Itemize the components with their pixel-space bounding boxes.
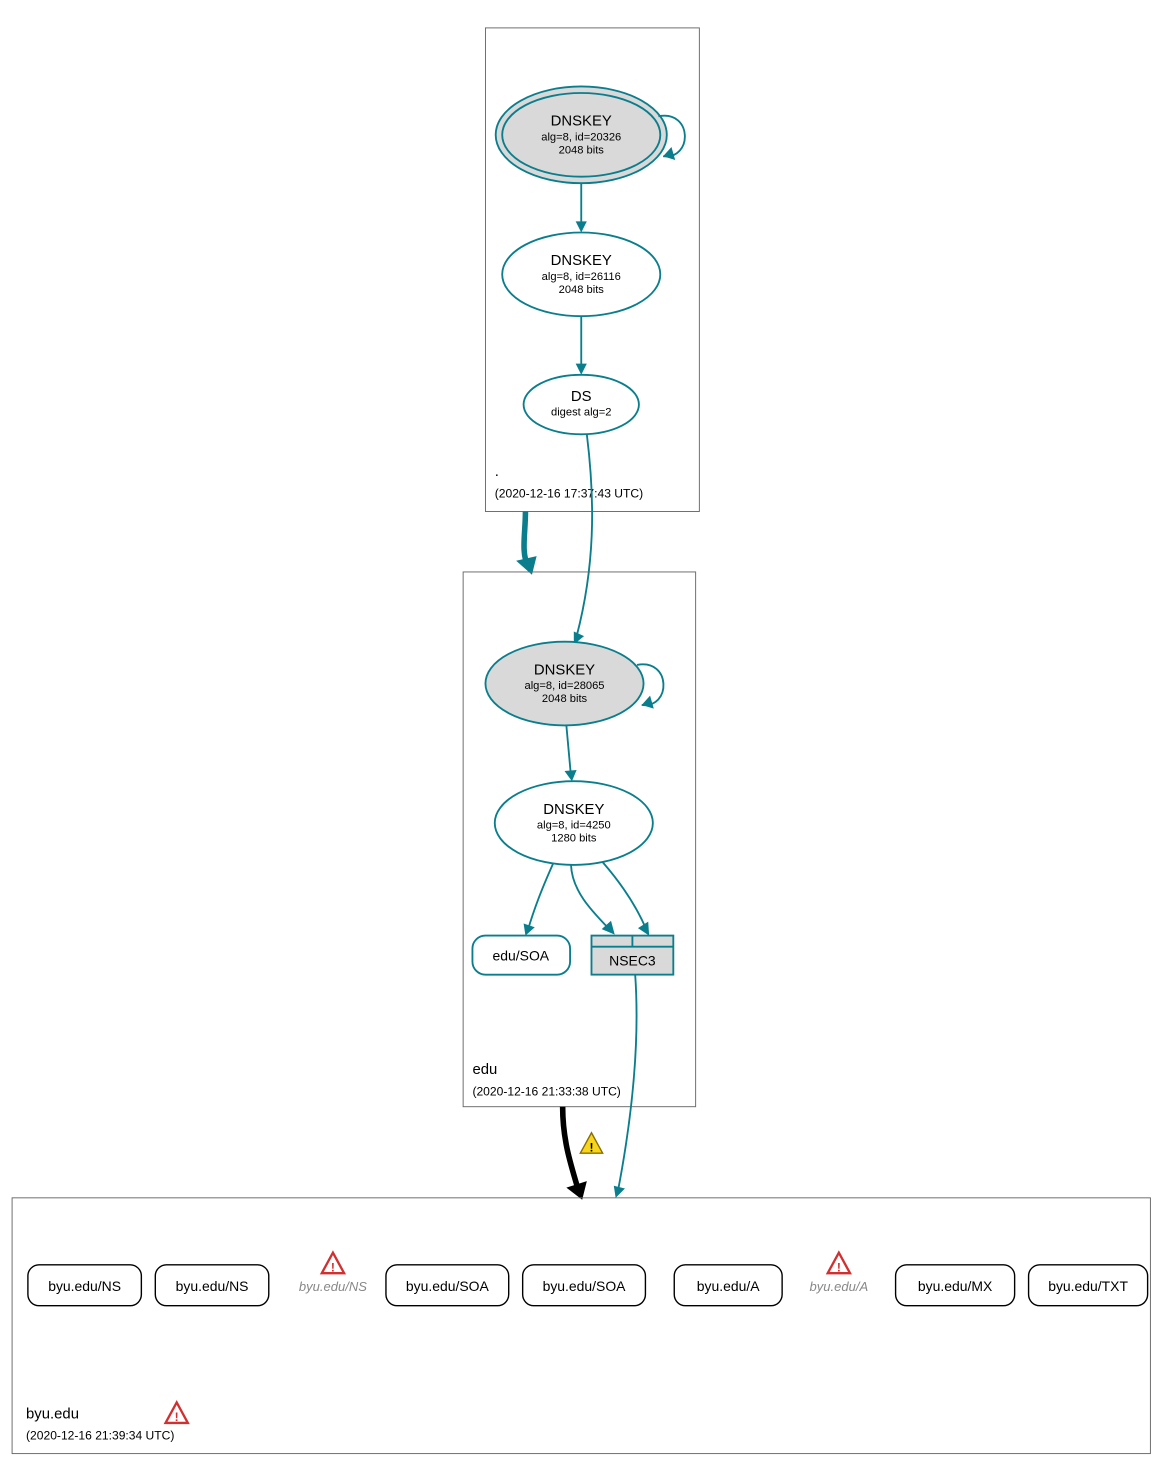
edge-eduzsk-edunsec3-a xyxy=(571,865,612,932)
rrset-4: byu.edu/SOA xyxy=(523,1265,646,1306)
node-root-zsk: DNSKEY alg=8, id=26116 2048 bits xyxy=(502,233,660,317)
node-root-ksk-line2: 2048 bits xyxy=(559,144,605,156)
node-root-zsk-title: DNSKEY xyxy=(551,253,612,269)
rrset-0: byu.edu/NS xyxy=(28,1265,141,1306)
edge-eduzsk-edusoa xyxy=(527,863,553,932)
rrset-label: byu.edu/SOA xyxy=(543,1278,627,1294)
node-root-ksk: DNSKEY alg=8, id=20326 2048 bits xyxy=(496,86,685,183)
rrset-row: byu.edu/NS byu.edu/NS! byu.edu/NS byu.edu/S… xyxy=(28,1253,1148,1306)
rrset-label: byu.edu/NS xyxy=(176,1278,249,1294)
node-root-zsk-line2: 2048 bits xyxy=(559,284,605,296)
zone-edu-timestamp: (2020-12-16 21:33:38 UTC) xyxy=(472,1085,620,1099)
node-edu-ksk-line1: alg=8, id=28065 xyxy=(524,680,604,692)
rrset-1: byu.edu/NS xyxy=(155,1265,268,1306)
svg-text:!: ! xyxy=(331,1260,335,1274)
dnssec-diagram: . (2020-12-16 17:37:43 UTC) DNSKEY alg=8… xyxy=(0,0,1157,1477)
node-root-ksk-line1: alg=8, id=20326 xyxy=(541,131,621,143)
edge-eduksk-eduzsk xyxy=(566,725,571,776)
svg-text:!: ! xyxy=(837,1260,841,1274)
rrset-label: byu.edu/MX xyxy=(918,1278,992,1294)
zone-edu: edu (2020-12-16 21:33:38 UTC) DNSKEY alg… xyxy=(463,572,696,1107)
node-root-ds-title: DS xyxy=(571,389,592,405)
node-edu-zsk: DNSKEY alg=8, id=4250 1280 bits xyxy=(495,781,653,865)
rrset-label: byu.edu/A xyxy=(810,1279,869,1294)
node-edu-soa: edu/SOA xyxy=(472,936,570,975)
node-edu-ksk-line2: 2048 bits xyxy=(542,693,588,705)
svg-text:!: ! xyxy=(175,1410,179,1424)
node-root-ksk-title: DNSKEY xyxy=(551,114,612,130)
error-icon-zone-byu: ! xyxy=(166,1402,188,1424)
rrset-3: byu.edu/SOA xyxy=(386,1265,509,1306)
arrowhead-root-ksk-selfloop xyxy=(663,147,675,160)
arrowhead-edu-ksk-selfloop xyxy=(642,696,654,709)
rrset-label: byu.edu/SOA xyxy=(406,1278,490,1294)
node-root-ds-line1: digest alg=2 xyxy=(551,407,611,419)
node-root-ds: DS digest alg=2 xyxy=(524,375,639,435)
rrset-8: byu.edu/TXT xyxy=(1029,1265,1148,1306)
zone-root-timestamp: (2020-12-16 17:37:43 UTC) xyxy=(495,487,643,501)
node-root-zsk-line1: alg=8, id=26116 xyxy=(542,271,621,283)
arrowhead-rootksk-rootzsk xyxy=(576,221,587,232)
rrset-6: ! byu.edu/A xyxy=(810,1253,869,1294)
zone-edu-label: edu xyxy=(472,1062,497,1078)
zone-root: . (2020-12-16 17:37:43 UTC) DNSKEY alg=8… xyxy=(485,28,699,512)
svg-text:!: ! xyxy=(589,1140,593,1154)
node-edu-zsk-line2: 1280 bits xyxy=(551,833,597,845)
rrset-label: byu.edu/NS xyxy=(48,1278,121,1294)
arrowhead-edunsec3-byuzone xyxy=(614,1186,625,1198)
node-edu-nsec3-label: NSEC3 xyxy=(609,952,656,968)
node-edu-soa-label: edu/SOA xyxy=(493,948,550,964)
edge-rootds-eduksk xyxy=(576,434,592,640)
node-edu-ksk-title: DNSKEY xyxy=(534,662,595,678)
zone-byu: byu.edu (2020-12-16 21:39:34 UTC) ! byu.… xyxy=(12,1198,1150,1454)
node-edu-nsec3: NSEC3 xyxy=(591,936,673,975)
zone-byu-timestamp: (2020-12-16 21:39:34 UTC) xyxy=(26,1429,174,1443)
rrset-5: byu.edu/A xyxy=(674,1265,782,1306)
edge-eduzsk-edunsec3-b xyxy=(603,862,648,932)
rrset-2: ! byu.edu/NS xyxy=(299,1253,367,1294)
rrset-7: byu.edu/MX xyxy=(896,1265,1015,1306)
rrset-label: byu.edu/TXT xyxy=(1048,1278,1128,1294)
node-edu-zsk-line1: alg=8, id=4250 xyxy=(537,820,611,832)
arrowhead-eduksk-eduzsk xyxy=(565,770,577,781)
zone-root-label: . xyxy=(495,464,499,480)
edge-eduzone-byuzone xyxy=(563,1107,579,1191)
arrowhead-rootzsk-rootds xyxy=(576,364,587,375)
rrset-label: byu.edu/A xyxy=(697,1278,760,1294)
node-edu-ksk: DNSKEY alg=8, id=28065 2048 bits xyxy=(485,642,663,726)
zone-byu-label: byu.edu xyxy=(26,1406,79,1422)
node-edu-zsk-title: DNSKEY xyxy=(543,802,604,818)
rrset-label: byu.edu/NS xyxy=(299,1279,367,1294)
warning-icon-delegation: ! xyxy=(580,1133,602,1155)
